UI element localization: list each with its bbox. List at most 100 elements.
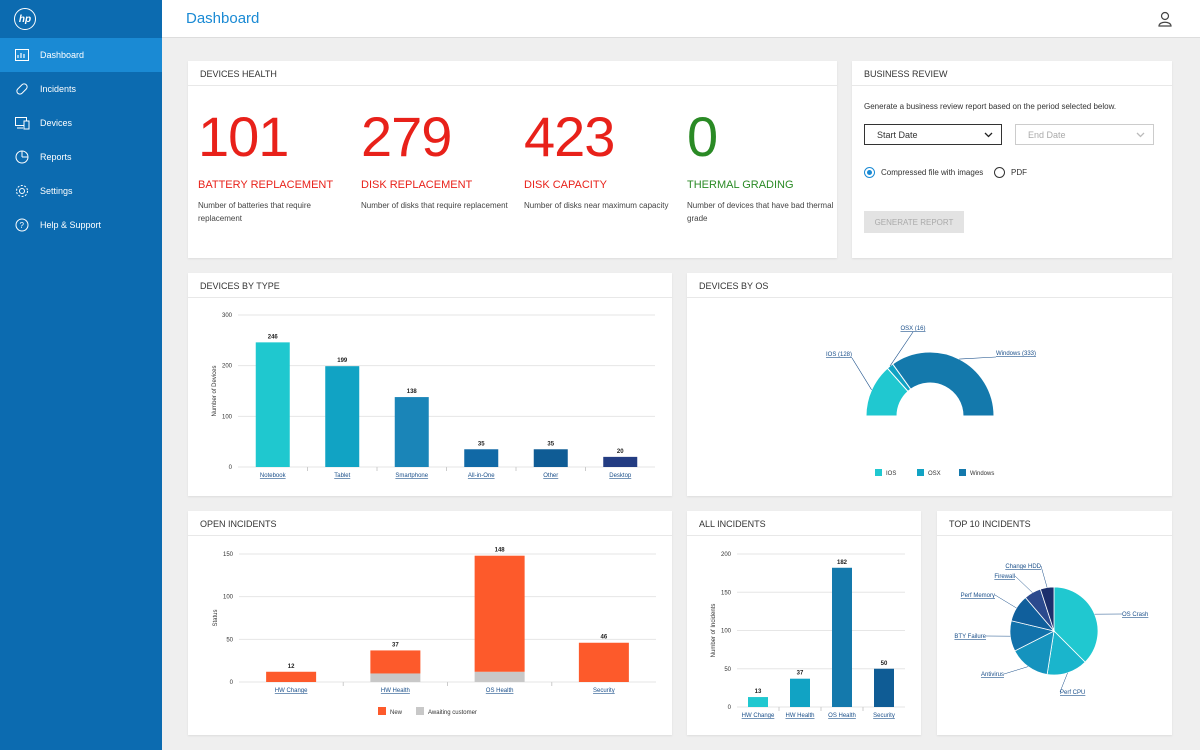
slice-label-link[interactable]: Firewall xyxy=(994,574,1015,580)
sidebar-item-label: Devices xyxy=(40,118,73,128)
x-label-link[interactable]: Other xyxy=(543,473,558,479)
user-icon[interactable] xyxy=(1158,11,1174,27)
sidebar-item-reports[interactable]: Reports xyxy=(0,140,162,174)
bar xyxy=(874,668,894,707)
bar-value-label: 50 xyxy=(881,661,888,667)
metric-disk-capacity[interactable]: 423 DISK CAPACITY Number of disks near m… xyxy=(524,109,674,212)
y-tick-label: 0 xyxy=(230,680,234,686)
x-label-link[interactable]: OS Health xyxy=(486,688,514,694)
bar xyxy=(578,642,629,682)
x-label-link[interactable]: Security xyxy=(593,688,615,694)
slice-label-link[interactable]: Change HDD xyxy=(1005,564,1041,570)
bar-value-label: 46 xyxy=(601,635,608,641)
slice-label-link[interactable]: OSX (16) xyxy=(900,326,925,332)
sidebar-item-incidents[interactable]: Incidents xyxy=(0,72,162,106)
metric-value: 279 xyxy=(361,105,452,168)
metric-value: 423 xyxy=(524,105,615,168)
x-label-link[interactable]: All-in-One xyxy=(468,473,495,479)
legend-label: Windows xyxy=(970,471,994,477)
bar xyxy=(464,449,499,467)
bar-value-label: 37 xyxy=(797,671,804,677)
x-label-link[interactable]: OS Health xyxy=(828,713,856,719)
y-tick-label: 50 xyxy=(724,667,731,673)
radio-compressed[interactable]: Compressed file with images xyxy=(864,167,983,178)
sidebar: hp Dashboard Incidents Devices Reports S… xyxy=(0,0,162,750)
slice-label-link[interactable]: Perf CPU xyxy=(1060,690,1085,696)
bar xyxy=(325,366,360,467)
x-label-link[interactable]: Security xyxy=(873,713,895,719)
sidebar-item-devices[interactable]: Devices xyxy=(0,106,162,140)
y-tick-label: 300 xyxy=(222,313,233,319)
leader-line xyxy=(889,331,914,367)
y-tick-label: 200 xyxy=(721,552,732,558)
card-title: BUSINESS REVIEW xyxy=(852,61,1172,86)
y-axis-label: Status xyxy=(213,609,219,626)
help-icon: ? xyxy=(14,217,30,233)
slice-label-link[interactable]: BTY Failure xyxy=(954,634,986,640)
legend-label: Awaiting customer xyxy=(428,710,477,716)
x-label-link[interactable]: HW Change xyxy=(742,713,775,719)
sidebar-item-help[interactable]: ? Help & Support xyxy=(0,208,162,242)
leader-line xyxy=(1003,666,1029,675)
leader-line xyxy=(1014,575,1033,593)
x-label-link[interactable]: HW Health xyxy=(381,688,410,694)
bar-value-label: 35 xyxy=(547,441,554,447)
top-incidents-card: TOP 10 INCIDENTS OS Crash Perf CPU Antivir… xyxy=(937,511,1172,735)
y-axis-label: Number of Devices xyxy=(212,365,218,416)
metric-desc: Number of disks that require replacement xyxy=(361,201,508,210)
bandage-icon xyxy=(14,81,30,97)
slice-label-link[interactable]: Antivirus xyxy=(981,672,1004,678)
bar-value-label: 199 xyxy=(337,358,348,364)
bar xyxy=(790,678,810,707)
slice-label-link[interactable]: Windows (333) xyxy=(996,351,1036,357)
metric-value: 0 xyxy=(687,105,718,168)
x-label-link[interactable]: Desktop xyxy=(609,473,632,479)
radio-unselected-icon xyxy=(994,167,1005,178)
y-tick-label: 100 xyxy=(222,414,233,420)
hp-logo[interactable]: hp xyxy=(14,8,36,30)
y-tick-label: 0 xyxy=(229,465,233,471)
bar xyxy=(266,671,317,682)
x-label-link[interactable]: Smartphone xyxy=(395,473,428,479)
x-label-link[interactable]: HW Health xyxy=(785,713,814,719)
end-date-select[interactable]: End Date xyxy=(1015,124,1154,145)
x-label-link[interactable]: HW Change xyxy=(275,688,308,694)
radio-pdf[interactable]: PDF xyxy=(994,167,1027,178)
generate-report-button[interactable]: GENERATE REPORT xyxy=(864,211,964,233)
leader-line xyxy=(994,594,1017,609)
sidebar-item-settings[interactable]: Settings xyxy=(0,174,162,208)
page-title: Dashboard xyxy=(186,10,260,27)
gear-icon xyxy=(14,183,30,199)
start-date-select[interactable]: Start Date xyxy=(864,124,1002,145)
y-tick-label: 150 xyxy=(223,552,234,558)
metric-battery[interactable]: 101 BATTERY REPLACEMENT Number of batter… xyxy=(198,109,348,225)
slice-label-link[interactable]: IOS (128) xyxy=(826,352,852,358)
metric-title: THERMAL GRADING xyxy=(687,179,794,191)
legend-label: New xyxy=(390,710,403,716)
y-tick-label: 50 xyxy=(226,637,233,643)
sidebar-item-label: Settings xyxy=(40,186,73,196)
devices-by-type-card: DEVICES BY TYPE 0 100 200 300 Number of Devi… xyxy=(188,273,672,496)
bar xyxy=(474,555,525,672)
radio-label: Compressed file with images xyxy=(881,168,984,177)
y-tick-label: 100 xyxy=(223,595,234,601)
sidebar-item-dashboard[interactable]: Dashboard xyxy=(0,38,162,72)
legend-label: IOS xyxy=(886,471,896,477)
start-date-value: Start Date xyxy=(877,130,918,140)
x-label-link[interactable]: Notebook xyxy=(260,473,287,479)
x-label-link[interactable]: Tablet xyxy=(334,473,350,479)
card-title: ALL INCIDENTS xyxy=(687,511,921,536)
open-incidents-chart: 0 50 100 150 Status 12 HW Change 37 HW Health 148… xyxy=(213,548,656,716)
all-incidents-card: ALL INCIDENTS 0 50 100 150 200 Number of Inci… xyxy=(687,511,921,735)
card-title: OPEN INCIDENTS xyxy=(188,511,672,536)
metric-disk-replacement[interactable]: 279 DISK REPLACEMENT Number of disks tha… xyxy=(361,109,511,212)
bar xyxy=(474,671,525,682)
leader-line xyxy=(1040,565,1048,588)
slice-label-link[interactable]: Perf Memory xyxy=(961,593,995,599)
metric-thermal[interactable]: 0 THERMAL GRADING Number of devices that… xyxy=(687,109,837,225)
open-incidents-card: OPEN INCIDENTS 0 50 100 150 Status 12 HW Chang… xyxy=(188,511,672,735)
bar xyxy=(603,456,638,467)
slice-label-link[interactable]: OS Crash xyxy=(1122,612,1148,618)
legend-label: OSX xyxy=(928,471,941,477)
devices-icon xyxy=(14,115,30,131)
